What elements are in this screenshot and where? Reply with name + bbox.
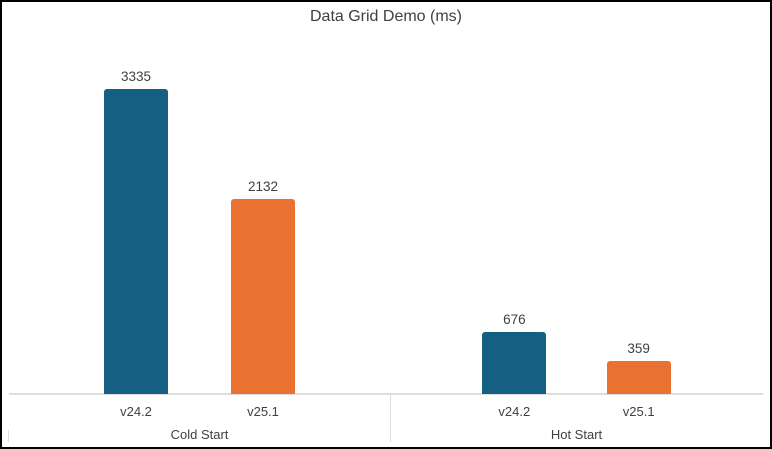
value-label-cold-start-v24.2: 3335 <box>120 69 152 84</box>
value-label-hot-start-v24.2: 676 <box>503 312 526 327</box>
bar-hot-start-v25.1 <box>606 361 671 394</box>
group-label-cold-start: Cold Start <box>170 427 229 442</box>
value-label-cold-start-v25.1: 2132 <box>247 179 279 194</box>
value-label-hot-start-v25.1: 359 <box>627 341 650 356</box>
category-label-cold-start-v24.2: v24.2 <box>120 404 152 419</box>
x-axis-line <box>9 393 763 395</box>
axis-left-tick <box>8 430 9 442</box>
category-label-cold-start-v25.1: v25.1 <box>247 404 279 419</box>
group-label-hot-start: Hot Start <box>550 427 603 442</box>
chart-title: Data Grid Demo (ms) <box>309 8 463 25</box>
bar-cold-start-v25.1 <box>231 199 295 394</box>
bar-hot-start-v24.2 <box>482 332 547 394</box>
category-label-hot-start-v25.1: v25.1 <box>622 404 655 419</box>
category-label-hot-start-v24.2: v24.2 <box>498 404 531 419</box>
group-separator-tick <box>390 394 391 442</box>
bar-cold-start-v24.2 <box>104 89 168 394</box>
